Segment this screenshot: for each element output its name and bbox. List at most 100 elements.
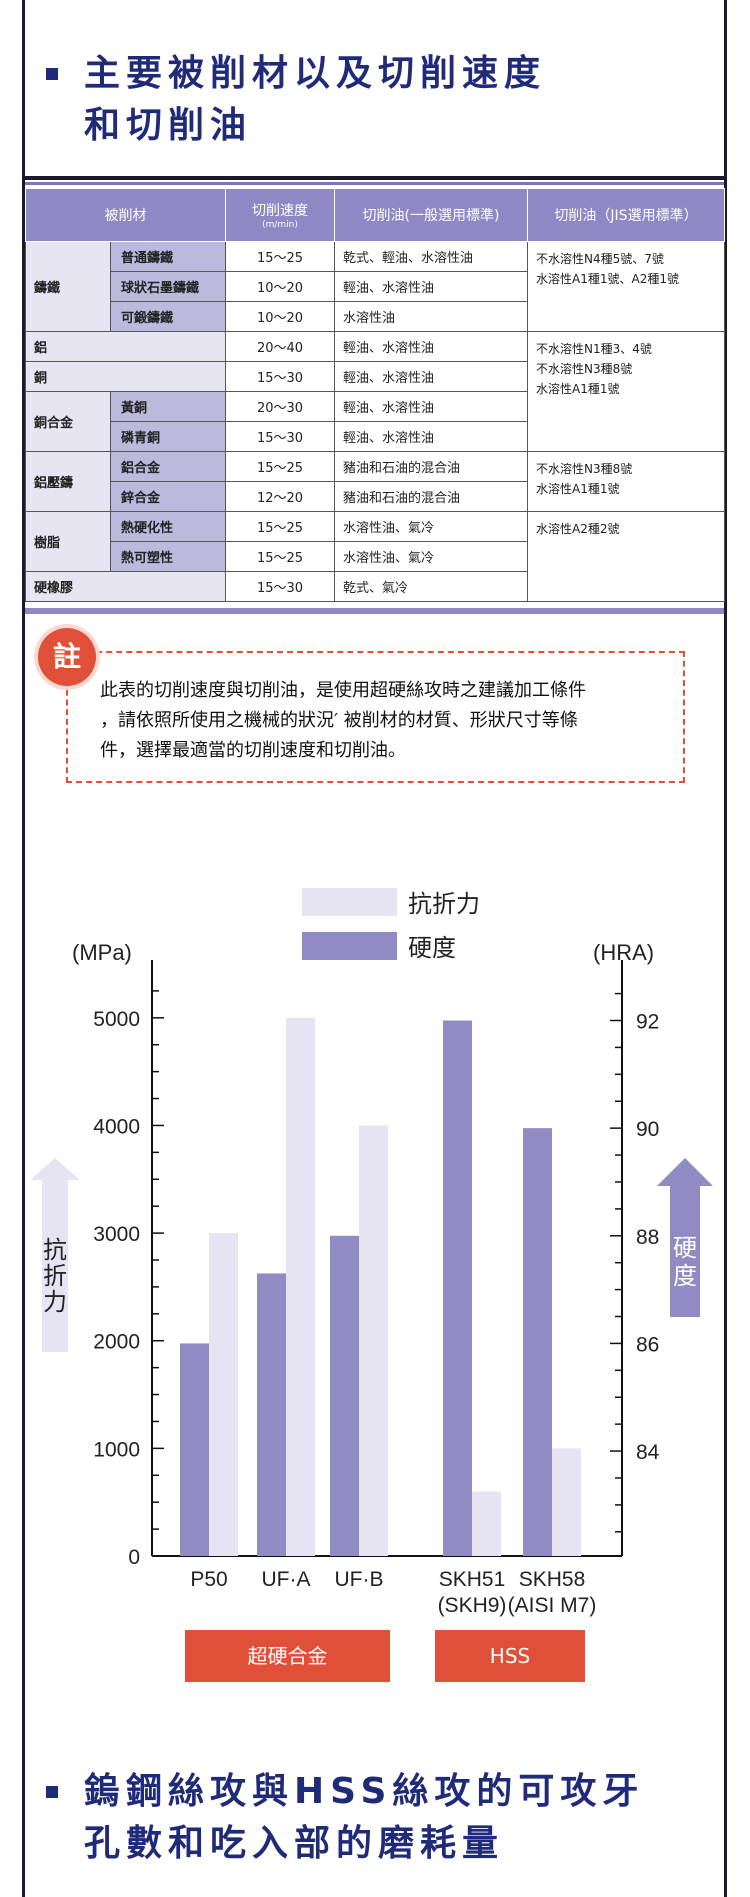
left-axis-unit: (MPa) bbox=[72, 940, 132, 965]
oil-cell: 豬油和石油的混合油 bbox=[334, 481, 528, 512]
note-line3: 件，選擇最適當的切削速度和切削油。 bbox=[100, 740, 406, 761]
group-label: 樹脂 bbox=[25, 511, 111, 572]
table-row: 可鍛鑄鐵 10〜20 水溶性油 bbox=[26, 301, 725, 332]
table-row: 銅合金 黃銅 20〜30 輕油、水溶性油 bbox=[25, 391, 725, 452]
category-label: UF·A bbox=[262, 1568, 311, 1591]
oil-cell: 輕油、水溶性油 bbox=[334, 361, 528, 392]
jis-line: 水溶性A1種1號 bbox=[536, 382, 620, 396]
table-row: 鋁 20〜40 輕油、水溶性油 不水溶性N1種3、4號 不水溶性N3種8號 水溶性A… bbox=[25, 331, 725, 452]
note-text: 此表的切削速度與切削油，是使用超硬絲攻時之建議加工條件 ，請依照所使用之機械的狀… bbox=[100, 676, 670, 766]
table-top-rule-accent bbox=[25, 182, 724, 185]
left-axis-up-arrow bbox=[30, 1158, 80, 1352]
jis-cell: 不水溶性N3種8號 水溶性A1種1號 bbox=[527, 451, 725, 512]
heading-bullet-icon bbox=[46, 68, 58, 80]
right-arrow-label: 度 bbox=[673, 1263, 697, 1290]
section1-title-line2: 和切削油 bbox=[84, 105, 253, 146]
table-row: 磷青銅 15〜30 輕油、水溶性油 bbox=[26, 421, 725, 452]
right-tick-label: 92 bbox=[636, 1011, 659, 1034]
table-row: 鑄鐵 普通鑄鐵 15〜25 乾式、輕油、水溶性油 不水溶性N4種5號、7號 水溶性… bbox=[25, 241, 725, 332]
speed-cell: 15〜30 bbox=[225, 571, 335, 602]
jis-line: 水溶性A1種1號 bbox=[536, 482, 620, 496]
oil-cell: 乾式、輕油、水溶性油 bbox=[334, 241, 528, 272]
left-arrow-label: 力 bbox=[43, 1289, 67, 1316]
table-row: 鋁壓鑄 鋁合金 15〜25 豬油和石油的混合油 不水溶性N3種8號 水溶性A1種1… bbox=[25, 451, 725, 512]
oil-cell: 輕油、水溶性油 bbox=[334, 331, 528, 362]
group-label: 鋁壓鑄 bbox=[25, 451, 111, 512]
speed-cell: 15〜25 bbox=[225, 511, 335, 542]
table-row: 銅 15〜30 輕油、水溶性油 bbox=[25, 361, 725, 392]
speed-cell: 12〜20 bbox=[225, 481, 335, 512]
header-speed: 切削速度 (m/min) bbox=[225, 188, 335, 242]
bar-hardness bbox=[330, 1235, 359, 1556]
jis-line: 水溶性A1種1號、A2種1號 bbox=[536, 272, 679, 286]
note-badge: 註 bbox=[38, 628, 96, 686]
bar-chart: 抗折力 硬度 (MPa) (HRA) 0 1000 2000 3000 4000 5000 84 86… bbox=[0, 880, 750, 1700]
left-arrow-label: 抗 bbox=[43, 1237, 67, 1264]
legend-swatch bbox=[302, 932, 397, 960]
sub-label: 鋅合金 bbox=[110, 481, 226, 512]
group-label: 鑄鐵 bbox=[25, 241, 111, 332]
group-label: 銅合金 bbox=[25, 391, 111, 452]
right-tick-label: 90 bbox=[636, 1118, 659, 1141]
header-speed-label: 切削速度 bbox=[252, 203, 308, 219]
sub-label: 黃銅 bbox=[110, 391, 226, 422]
legend-swatch bbox=[302, 888, 397, 916]
right-axis-unit: (HRA) bbox=[593, 940, 654, 965]
section1-heading: 主要被削材以及切削速度 和切削油 bbox=[46, 48, 706, 158]
sub-label: 熱硬化性 bbox=[110, 511, 226, 542]
oil-cell: 水溶性油 bbox=[334, 301, 528, 332]
section2-title-line1: 鎢鋼絲攻與HSS絲攻的可攻牙 bbox=[84, 1771, 645, 1812]
oil-cell: 輕油、水溶性油 bbox=[334, 391, 528, 422]
header-oil-general: 切削油(一般選用標準) bbox=[334, 188, 528, 242]
oil-cell: 輕油、水溶性油 bbox=[334, 271, 528, 302]
frame-left-border bbox=[22, 0, 25, 1897]
category-label: P50 bbox=[190, 1568, 227, 1591]
header-oil-jis: 切削油（JIS選用標準） bbox=[527, 188, 725, 242]
speed-cell: 20〜30 bbox=[225, 391, 335, 422]
category-label: SKH58 bbox=[519, 1568, 586, 1591]
jis-line: 不水溶性N3種8號 bbox=[536, 362, 633, 376]
category-label: (SKH9) bbox=[438, 1594, 507, 1617]
oil-cell: 豬油和石油的混合油 bbox=[334, 451, 528, 482]
right-arrow-label: 硬 bbox=[673, 1235, 697, 1262]
right-axis-up-arrow bbox=[657, 1158, 713, 1317]
group-label: 硬橡膠 bbox=[25, 571, 226, 602]
speed-cell: 15〜25 bbox=[225, 451, 335, 482]
bar-hardness bbox=[257, 1273, 286, 1556]
group-badge-carbide: 超硬合金 bbox=[185, 1630, 390, 1682]
bar-flexural-strength bbox=[552, 1448, 581, 1556]
category-label: (AISI M7) bbox=[508, 1594, 597, 1617]
left-tick-label: 4000 bbox=[93, 1115, 140, 1138]
oil-cell: 輕油、水溶性油 bbox=[334, 421, 528, 452]
section1-title-line1: 主要被削材以及切削速度 bbox=[84, 53, 547, 94]
jis-line: 不水溶性N3種8號 bbox=[536, 462, 633, 476]
group-badge-hss: HSS bbox=[435, 1630, 585, 1682]
bar-flexural-strength bbox=[286, 1017, 315, 1556]
section2-heading: 鎢鋼絲攻與HSS絲攻的可攻牙 孔數和吃入部的磨耗量 bbox=[46, 1766, 726, 1876]
left-tick-label: 1000 bbox=[93, 1438, 140, 1461]
legend-label: 硬度 bbox=[408, 935, 456, 962]
jis-cell: 不水溶性N4種5號、7號 水溶性A1種1號、A2種1號 bbox=[527, 241, 725, 332]
table-bottom-rule bbox=[25, 608, 724, 614]
table-row: 熱可塑性 15〜25 水溶性油、氣冷 bbox=[26, 541, 725, 572]
category-label: SKH51 bbox=[439, 1568, 506, 1591]
table-row: 硬橡膠 15〜30 乾式、氣冷 bbox=[25, 571, 725, 602]
speed-cell: 10〜20 bbox=[225, 271, 335, 302]
frame-right-border bbox=[724, 0, 727, 1897]
note-line2: ，請依照所使用之機械的狀況′ 被削材的材質、形狀尺寸等條 bbox=[100, 710, 578, 731]
sub-label: 鋁合金 bbox=[110, 451, 226, 482]
header-material: 被削材 bbox=[25, 188, 226, 242]
speed-cell: 20〜40 bbox=[225, 331, 335, 362]
table-row: 球狀石墨鑄鐵 10〜20 輕油、水溶性油 bbox=[26, 271, 725, 302]
left-arrow-label: 折 bbox=[43, 1263, 67, 1290]
group-label: 銅 bbox=[25, 361, 226, 392]
left-tick-label: 3000 bbox=[93, 1223, 140, 1246]
sub-label: 磷青銅 bbox=[110, 421, 226, 452]
sub-label: 普通鑄鐵 bbox=[110, 241, 226, 272]
speed-cell: 15〜30 bbox=[225, 421, 335, 452]
header-speed-unit: (m/min) bbox=[262, 220, 298, 230]
jis-line: 水溶性A2種2號 bbox=[536, 522, 620, 536]
speed-cell: 15〜25 bbox=[225, 241, 335, 272]
note-box bbox=[66, 651, 685, 783]
bar-flexural-strength bbox=[472, 1491, 501, 1556]
